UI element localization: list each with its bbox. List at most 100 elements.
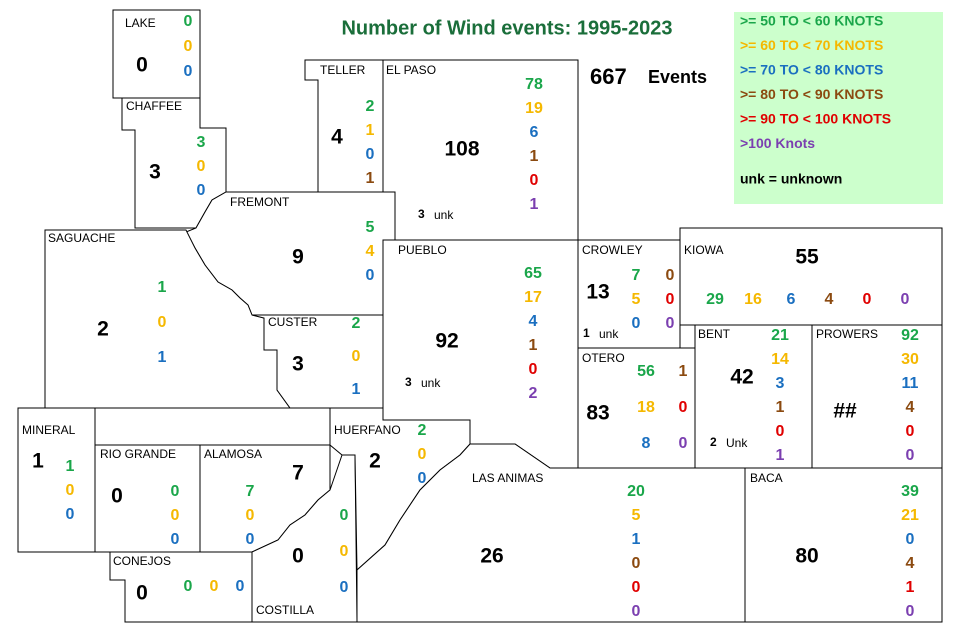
county-name: TELLER — [320, 63, 366, 77]
county-total: 83 — [586, 402, 609, 425]
event-count: 78 — [525, 76, 543, 93]
event-count: 7 — [246, 483, 255, 500]
event-count: 0 — [901, 291, 910, 308]
county-total: 55 — [795, 246, 819, 269]
event-count: 0 — [340, 579, 349, 596]
event-count: 6 — [787, 291, 796, 308]
border — [744, 467, 943, 623]
event-count: 20 — [627, 483, 645, 500]
event-count: 0 — [158, 314, 167, 331]
unknown-count: 3 — [405, 375, 412, 389]
county-name: CONEJOS — [113, 554, 171, 568]
legend-item: >= 80 TO < 90 KNOTS — [740, 86, 883, 102]
county-total: 4 — [331, 126, 343, 149]
event-count: 0 — [66, 482, 75, 499]
county-total: 3 — [149, 161, 161, 184]
county-name: COSTILLA — [256, 603, 314, 617]
event-count: 4 — [366, 243, 375, 260]
county-name: OTERO — [582, 351, 625, 365]
event-count: 17 — [524, 289, 542, 306]
event-count: 11 — [902, 375, 919, 392]
event-count: 21 — [771, 327, 789, 344]
event-count: 0 — [366, 146, 375, 163]
county-name: CUSTER — [268, 315, 318, 329]
unknown-label: unk — [421, 376, 441, 390]
county-name: SAGUACHE — [48, 231, 115, 245]
event-count: 1 — [776, 447, 785, 464]
county-total: ## — [833, 400, 857, 423]
event-count: 14 — [771, 351, 789, 368]
county-name: BACA — [750, 471, 783, 485]
event-count: 1 — [366, 122, 375, 139]
event-count: 0 — [530, 172, 539, 189]
event-count: 2 — [352, 315, 361, 332]
event-count: 0 — [340, 507, 349, 524]
border — [811, 324, 943, 469]
event-count: 0 — [679, 399, 688, 416]
event-count: 0 — [632, 603, 641, 620]
county-total: 2 — [369, 450, 381, 473]
county-total: 0 — [136, 582, 148, 605]
county-name: CROWLEY — [582, 243, 643, 257]
event-count: 0 — [184, 63, 193, 80]
county-total: 0 — [136, 54, 148, 77]
county-name: KIOWA — [684, 243, 724, 257]
event-count: 0 — [197, 158, 206, 175]
event-count: 8 — [642, 435, 651, 452]
event-count: 1 — [776, 399, 785, 416]
event-count: 0 — [236, 578, 245, 595]
event-count: 92 — [901, 327, 919, 344]
event-count: 0 — [66, 506, 75, 523]
event-count: 4 — [529, 313, 538, 330]
event-count: 1 — [632, 531, 641, 548]
county-name: PUEBLO — [398, 243, 447, 257]
event-count: 18 — [637, 399, 655, 416]
event-count: 0 — [863, 291, 872, 308]
event-count: 16 — [744, 291, 762, 308]
legend-item: >= 90 TO < 100 KNOTS — [740, 111, 891, 127]
event-count: 0 — [418, 446, 427, 463]
county-total: 80 — [795, 545, 818, 568]
unknown-count: 2 — [710, 435, 717, 449]
event-count: 2 — [418, 422, 427, 439]
county-total: 108 — [444, 138, 479, 161]
county-name: LAS ANIMAS — [472, 471, 543, 485]
event-count: 0 — [529, 361, 538, 378]
event-count: 0 — [197, 182, 206, 199]
legend-box — [734, 12, 943, 204]
event-count: 1 — [530, 148, 539, 165]
unknown-label: Unk — [726, 436, 748, 450]
map-title: Number of Wind events: 1995-2023 — [341, 17, 672, 39]
event-count: 0 — [632, 315, 641, 332]
event-count: 2 — [529, 385, 538, 402]
county-total: 0 — [111, 485, 123, 508]
event-count: 2 — [366, 98, 375, 115]
unknown-count: 1 — [583, 326, 590, 340]
event-count: 0 — [776, 423, 785, 440]
county-total: 2 — [97, 318, 109, 341]
county-name: LAKE — [125, 16, 156, 30]
event-count: 1 — [366, 170, 375, 187]
unknown-count: 3 — [418, 207, 425, 221]
event-count: 0 — [246, 531, 255, 548]
event-count: 30 — [901, 351, 919, 368]
event-count: 1 — [529, 337, 538, 354]
county-total: 3 — [292, 353, 304, 376]
event-count: 0 — [171, 507, 180, 524]
event-count: 0 — [352, 348, 361, 365]
county-total: 7 — [292, 462, 304, 485]
event-count: 3 — [197, 134, 206, 151]
event-count: 0 — [906, 423, 915, 440]
event-count: 1 — [158, 349, 167, 366]
event-count: 39 — [901, 483, 919, 500]
total-count: 667 — [590, 64, 627, 89]
event-count: 65 — [524, 265, 542, 282]
event-count: 0 — [171, 531, 180, 548]
event-count: 0 — [171, 483, 180, 500]
event-count: 6 — [530, 124, 539, 141]
unknown-label: unk — [599, 327, 619, 341]
county-name: RIO GRANDE — [100, 447, 176, 461]
county-total: 42 — [730, 366, 753, 389]
event-count: 1 — [679, 363, 688, 380]
